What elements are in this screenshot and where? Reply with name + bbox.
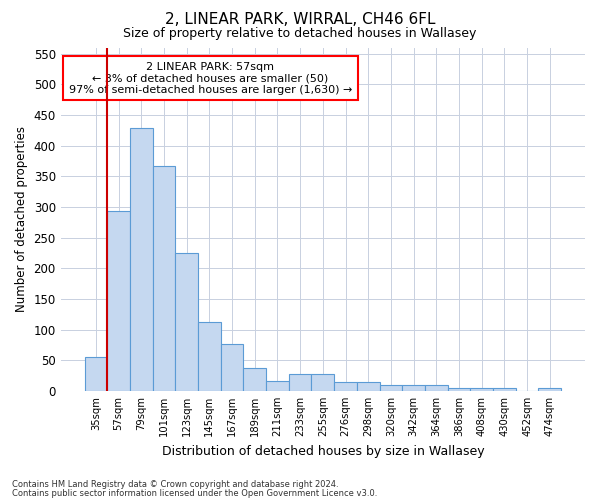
Bar — [334, 382, 357, 391]
Bar — [266, 380, 289, 391]
Bar — [311, 374, 334, 391]
Bar — [85, 357, 107, 391]
Text: 2, LINEAR PARK, WIRRAL, CH46 6FL: 2, LINEAR PARK, WIRRAL, CH46 6FL — [165, 12, 435, 28]
Bar — [152, 166, 175, 391]
Bar — [425, 385, 448, 391]
Text: Size of property relative to detached houses in Wallasey: Size of property relative to detached ho… — [124, 28, 476, 40]
Y-axis label: Number of detached properties: Number of detached properties — [15, 126, 28, 312]
Text: Contains HM Land Registry data © Crown copyright and database right 2024.: Contains HM Land Registry data © Crown c… — [12, 480, 338, 489]
Bar — [130, 128, 152, 391]
Bar — [538, 388, 561, 391]
Bar — [493, 388, 516, 391]
Bar — [357, 382, 380, 391]
Bar — [244, 368, 266, 391]
Bar — [448, 388, 470, 391]
Bar — [198, 322, 221, 391]
Bar — [470, 388, 493, 391]
Bar — [380, 386, 402, 391]
Bar — [175, 253, 198, 391]
Bar — [402, 385, 425, 391]
Text: 2 LINEAR PARK: 57sqm
← 3% of detached houses are smaller (50)
97% of semi-detach: 2 LINEAR PARK: 57sqm ← 3% of detached ho… — [69, 62, 352, 95]
Bar — [107, 211, 130, 391]
Text: Contains public sector information licensed under the Open Government Licence v3: Contains public sector information licen… — [12, 489, 377, 498]
Bar — [289, 374, 311, 391]
Bar — [221, 344, 244, 391]
X-axis label: Distribution of detached houses by size in Wallasey: Distribution of detached houses by size … — [161, 444, 484, 458]
